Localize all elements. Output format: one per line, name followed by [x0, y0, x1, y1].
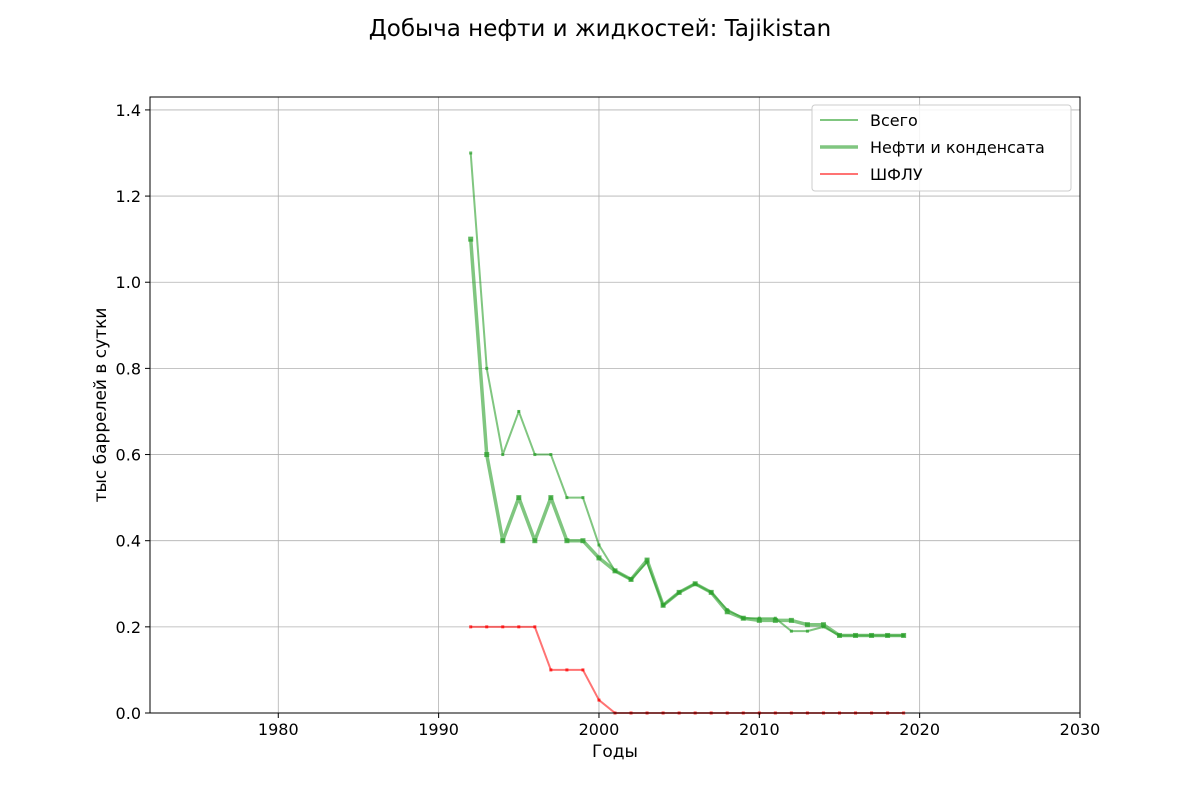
- data-point-total: [725, 608, 729, 612]
- data-point-oil-condensate: [772, 617, 778, 623]
- y-tick-label: 1.4: [116, 101, 141, 120]
- data-point-total: [501, 453, 505, 457]
- x-tick-label: 2000: [579, 720, 620, 739]
- data-point-oil-condensate: [516, 495, 522, 501]
- data-point-total: [773, 616, 777, 620]
- data-point-oil-condensate: [756, 617, 762, 623]
- data-point-total: [902, 633, 906, 637]
- data-point-total: [886, 633, 890, 637]
- data-point-oil-condensate: [500, 538, 506, 544]
- y-tick-label: 0.8: [116, 359, 141, 378]
- data-point-ngl: [517, 625, 521, 629]
- y-tick-label: 0.0: [116, 704, 141, 723]
- data-point-oil-condensate: [804, 622, 810, 628]
- x-tick-label: 2010: [739, 720, 780, 739]
- data-point-total: [661, 603, 665, 607]
- data-point-total: [805, 629, 809, 633]
- data-point-oil-condensate: [532, 538, 538, 544]
- y-tick-label: 0.4: [116, 532, 141, 551]
- data-point-ngl: [533, 625, 537, 629]
- data-point-total: [645, 560, 649, 564]
- data-point-ngl: [565, 668, 569, 672]
- series-line-ngl: [470, 625, 904, 714]
- data-point-total: [870, 633, 874, 637]
- data-point-oil-condensate: [580, 538, 586, 544]
- data-point-total: [597, 543, 601, 547]
- data-point-oil-condensate: [468, 236, 474, 242]
- data-point-total: [581, 496, 585, 500]
- data-point-total: [757, 616, 761, 620]
- data-point-oil-condensate: [596, 555, 602, 561]
- data-point-total: [549, 453, 553, 457]
- x-axis-label: Годы: [592, 742, 638, 762]
- data-point-ngl: [485, 625, 489, 629]
- data-point-oil-condensate: [484, 452, 490, 458]
- data-point-total: [854, 633, 858, 637]
- data-point-total: [789, 629, 793, 633]
- plot-frame: [149, 96, 1081, 714]
- data-point-total: [629, 577, 633, 581]
- legend-frame: [811, 104, 1072, 192]
- x-tick-label: 1990: [418, 720, 459, 739]
- y-tick-label: 1.2: [116, 187, 141, 206]
- data-point-oil-condensate: [788, 617, 794, 623]
- data-point-ngl: [501, 625, 505, 629]
- data-point-total: [821, 625, 825, 629]
- data-point-ngl: [549, 668, 553, 672]
- legend-label-ngl: ШФЛУ: [870, 165, 923, 184]
- data-point-oil-condensate: [644, 557, 650, 563]
- y-tick-label: 1.0: [116, 273, 141, 292]
- data-point-oil-condensate: [564, 538, 570, 544]
- tick-layer: 1980 1990 2000 2010 2020 2030 0.0 0.2 0.4 0.6 0.8 1…: [116, 101, 1101, 739]
- x-tick-label: 2030: [1060, 720, 1101, 739]
- chart-title: Добыча нефти и жидкостей: Tajikistan: [369, 16, 831, 42]
- data-point-total: [533, 453, 537, 457]
- data-point-total: [565, 496, 569, 500]
- data-point-oil-condensate: [820, 622, 826, 628]
- data-point-oil-condensate: [548, 495, 554, 501]
- data-point-total: [837, 633, 841, 637]
- x-tick-label: 1980: [258, 720, 299, 739]
- data-point-ngl: [597, 698, 601, 702]
- data-point-total: [517, 409, 521, 413]
- data-point-total: [469, 151, 473, 155]
- series-layer: [468, 151, 907, 715]
- legend: Всего Нефти и конденсата ШФЛУ: [811, 104, 1072, 192]
- x-tick-label: 2020: [899, 720, 940, 739]
- data-point-total: [485, 366, 489, 370]
- data-point-ngl: [581, 668, 585, 672]
- series-line-total: [469, 152, 904, 637]
- data-point-total: [741, 616, 745, 620]
- data-point-total: [693, 582, 697, 586]
- legend-label-oil-condensate: Нефти и конденсата: [870, 138, 1045, 157]
- data-point-oil-condensate: [724, 609, 730, 615]
- series-line-oil-condensate: [468, 239, 904, 638]
- data-point-total: [677, 590, 681, 594]
- legend-label-total: Всего: [870, 111, 918, 130]
- data-point-total: [709, 590, 713, 594]
- data-point-ngl: [469, 625, 473, 629]
- data-point-total: [613, 569, 617, 573]
- y-tick-label: 0.2: [116, 618, 141, 637]
- y-axis-label: тыс баррелей в сутки: [91, 308, 111, 503]
- y-tick-label: 0.6: [116, 446, 141, 465]
